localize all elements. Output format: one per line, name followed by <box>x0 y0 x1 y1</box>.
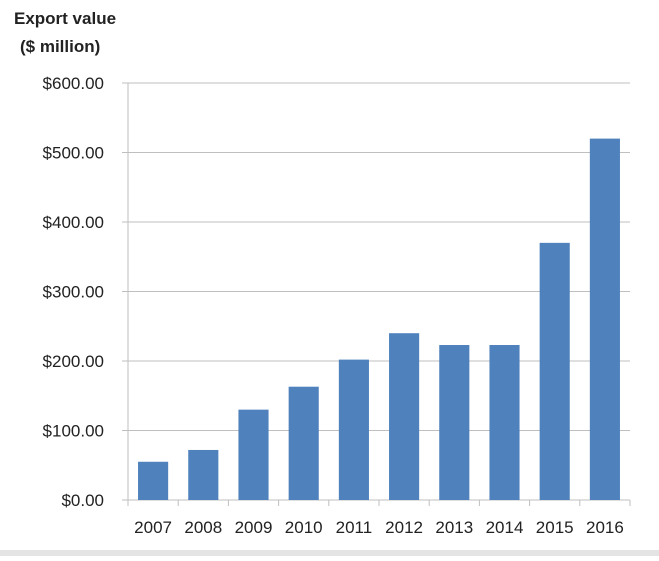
y-tick-label-100: $100.00 <box>43 422 104 441</box>
x-tick-label-2008: 2008 <box>184 518 222 537</box>
x-tick-label-2013: 2013 <box>435 518 473 537</box>
gridlines <box>122 82 631 506</box>
y-axis-label-line-2: ($ million) <box>20 37 100 56</box>
bar-2011 <box>338 359 369 500</box>
bar-2008 <box>188 449 219 500</box>
x-tick-labels: 2007 2008 2009 2010 2011 2012 2013 2014 2015 2016 <box>134 518 624 537</box>
bar-2009 <box>238 409 269 500</box>
y-tick-label-400: $400.00 <box>43 213 104 232</box>
bar-2015 <box>539 242 570 500</box>
y-tick-label-0: $0.00 <box>61 491 104 510</box>
bar-2014 <box>489 345 520 500</box>
y-tick-label-300: $300.00 <box>43 283 104 302</box>
y-tick-label-200: $200.00 <box>43 352 104 371</box>
bar-2016 <box>589 138 620 500</box>
y-tick-label-600: $600.00 <box>43 74 104 93</box>
bar-2010 <box>288 386 319 500</box>
bar-2012 <box>389 333 420 500</box>
x-tick-label-2015: 2015 <box>536 518 574 537</box>
x-tick-label-2010: 2010 <box>285 518 323 537</box>
y-axis-label-line-1: Export value <box>14 9 116 28</box>
bar-2013 <box>439 345 470 500</box>
bar-2007 <box>138 461 169 500</box>
x-tick-label-2012: 2012 <box>385 518 423 537</box>
bottom-divider <box>0 550 659 556</box>
x-tick-label-2007: 2007 <box>134 518 172 537</box>
x-tick-label-2011: 2011 <box>336 518 373 537</box>
x-tick-label-2009: 2009 <box>235 518 273 537</box>
bars <box>138 138 620 500</box>
x-tick-label-2014: 2014 <box>486 518 524 537</box>
y-tick-labels: $0.00 $100.00 $200.00 $300.00 $400.00 $500.00… <box>43 74 104 510</box>
x-tick-label-2016: 2016 <box>586 518 624 537</box>
y-tick-label-500: $500.00 <box>43 144 104 163</box>
